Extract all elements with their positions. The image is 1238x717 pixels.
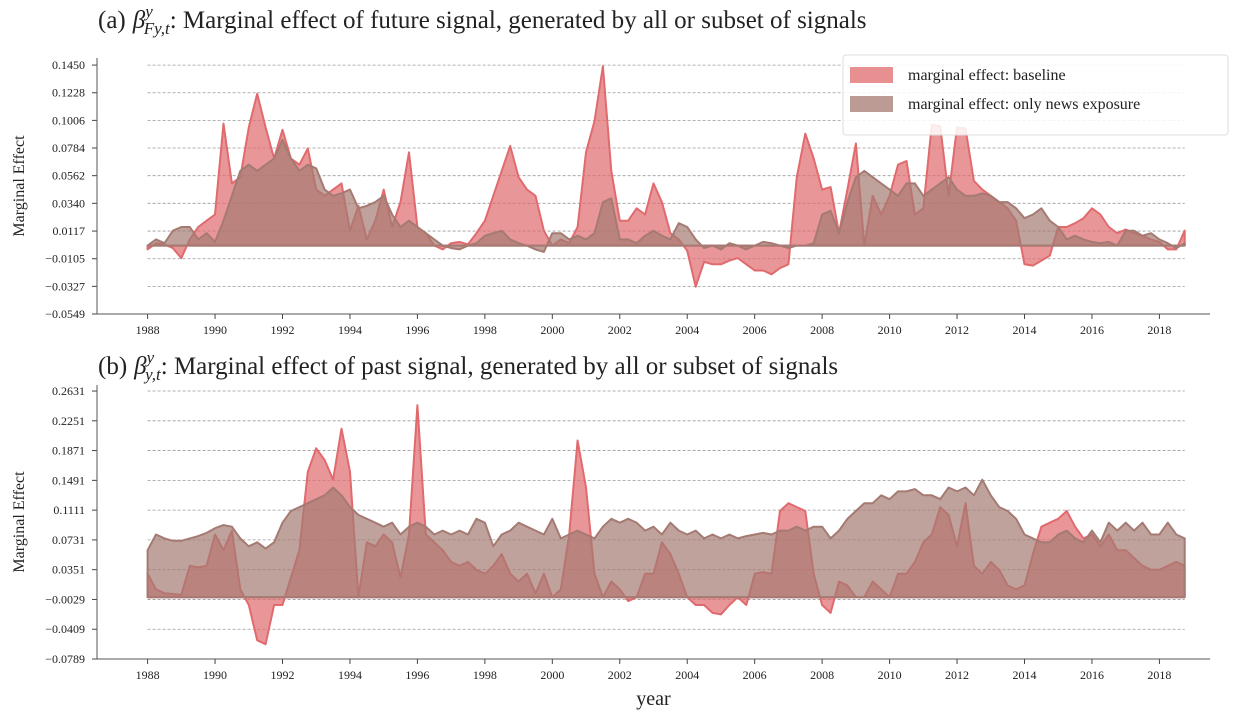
y-tick-label: 0.0784 [52,141,85,155]
x-tick-label: 2000 [540,668,564,682]
x-tick-label: 1996 [405,323,429,337]
x-tick-label: 2002 [608,668,632,682]
y-tick-label: 0.2251 [52,414,85,428]
title-symbol: β [133,353,147,380]
title-sub: Fy,t [143,19,171,38]
x-tick-label: 2018 [1147,323,1171,337]
y-tick-label: −0.0549 [45,307,85,321]
x-tick-label: 2016 [1080,668,1104,682]
y-tick-label: 0.0117 [52,224,85,238]
y-tick-label: 0.1491 [52,473,85,487]
legend-label: marginal effect: only news exposure [908,96,1140,113]
plot-area [146,404,1186,646]
area [146,478,1186,599]
x-axis-label: year [636,688,671,710]
title-label: (a) [98,7,126,34]
x-tick-label: 1998 [473,323,497,337]
y-axis-label: Marginal Effect [11,135,28,237]
title-sub: y,t [143,365,162,384]
x-tick-label: 1990 [203,323,227,337]
y-tick-label: 0.1871 [52,444,85,458]
x-tick-label: 2002 [608,323,632,337]
x-tick-label: 1994 [338,323,362,337]
title-text: : Marginal effect of past signal, genera… [161,353,838,380]
x-tick-label: 2018 [1147,668,1171,682]
x-tick-label: 2004 [675,323,699,337]
y-tick-label: −0.0327 [45,279,85,293]
legend-label: marginal effect: baseline [908,67,1066,84]
x-tick-label: 2012 [945,323,969,337]
x-tick-label: 2016 [1080,323,1104,337]
x-tick-label: 2010 [878,668,902,682]
x-tick-label: 2004 [675,668,699,682]
y-tick-label: 0.1450 [52,58,85,72]
chart-title: (b) βy y,t: Marginal effect of past signal… [98,348,838,384]
x-tick-label: 1988 [136,323,160,337]
x-tick-label: 1988 [136,668,160,682]
x-tick-label: 1990 [203,668,227,682]
title-sup: y [143,2,153,21]
y-tick-label: 0.0731 [52,533,85,547]
x-tick-label: 1998 [473,668,497,682]
y-axis-label: Marginal Effect [11,471,28,573]
x-tick-label: 1996 [405,668,429,682]
x-tick-label: 2012 [945,668,969,682]
y-tick-label: 0.1111 [53,503,85,517]
y-tick-label: −0.0105 [45,252,85,266]
y-tick-label: 0.0351 [52,563,85,577]
y-tick-label: 0.1228 [52,86,85,100]
y-tick-label: −0.0029 [45,592,85,606]
x-tick-label: 1992 [271,323,295,337]
title-label: (b) [98,353,127,380]
legend-box [842,54,1229,136]
title-symbol: β [132,7,146,34]
legend-swatch [850,96,893,112]
x-tick-label: 2006 [743,668,767,682]
plot-area [146,65,1186,288]
x-tick-label: 1994 [338,668,362,682]
x-tick-label: 2006 [743,323,767,337]
y-tick-label: 0.0340 [52,196,85,210]
x-tick-label: 2010 [878,323,902,337]
title-text: : Marginal effect of future signal, gene… [170,7,867,34]
x-tick-label: 2008 [810,323,834,337]
area [146,138,1186,253]
title-sup: y [145,348,155,367]
x-tick-label: 2008 [810,668,834,682]
legend-swatch [850,67,893,83]
y-tick-label: −0.0409 [45,622,85,636]
x-tick-label: 2000 [540,323,564,337]
x-tick-label: 2014 [1013,323,1037,337]
x-tick-label: 2014 [1013,668,1037,682]
chart-title: (a) βy Fy,t: Marginal effect of future sig… [98,2,867,38]
y-tick-label: 0.1006 [52,113,85,127]
x-tick-label: 1992 [271,668,295,682]
y-tick-label: 0.2631 [52,384,85,398]
y-tick-label: 0.0562 [52,169,85,183]
y-tick-label: −0.0789 [45,652,85,666]
